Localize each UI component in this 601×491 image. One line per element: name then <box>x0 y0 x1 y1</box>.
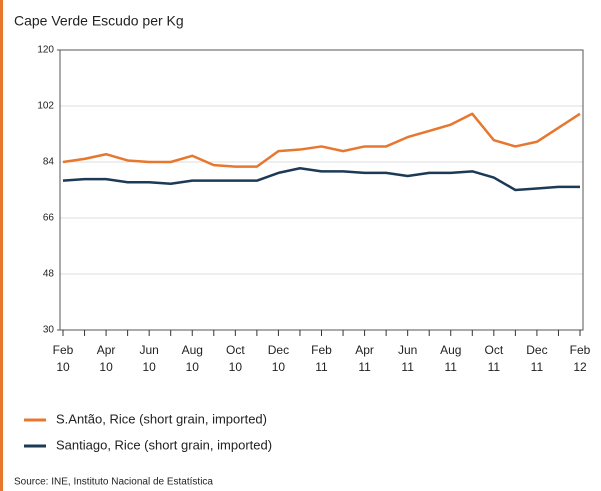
plot-frame <box>59 49 584 331</box>
y-tick-label: 102 <box>37 101 54 112</box>
x-tick-label: Dec 11 <box>526 343 547 374</box>
x-tick-label: Apr 10 <box>97 343 116 374</box>
x-tick-label: Oct 11 <box>484 343 503 374</box>
y-tick-label: 84 <box>43 157 55 168</box>
x-tick-label: Feb 12 <box>570 343 591 374</box>
x-tick-label: Jun 11 <box>398 343 417 374</box>
x-tick-label: Feb 11 <box>311 343 332 374</box>
x-tick-label: Dec 10 <box>268 343 289 374</box>
x-tick-label: Aug 11 <box>440 343 461 374</box>
y-tick-label: 120 <box>37 45 54 56</box>
chart-title: Cape Verde Escudo per Kg <box>14 13 184 29</box>
y-tick-label: 30 <box>43 325 55 336</box>
accent-bar <box>0 0 3 491</box>
x-tick-label: Aug 10 <box>182 343 203 374</box>
x-tick-label: Oct 10 <box>226 343 245 374</box>
legend-label: Santiago, Rice (short grain, imported) <box>56 437 272 452</box>
y-tick-label: 48 <box>43 269 55 280</box>
y-tick-label: 66 <box>43 213 55 224</box>
line-series <box>62 112 581 168</box>
source: Source: INE, Instituto Nacional de Estat… <box>14 477 213 488</box>
legend-label: S.Antão, Rice (short grain, imported) <box>56 411 267 426</box>
x-tick-label: Apr 11 <box>355 343 374 374</box>
x-tick-label: Feb 10 <box>53 343 74 374</box>
line-series <box>62 166 580 192</box>
x-tick-label: Jun 10 <box>139 343 158 374</box>
